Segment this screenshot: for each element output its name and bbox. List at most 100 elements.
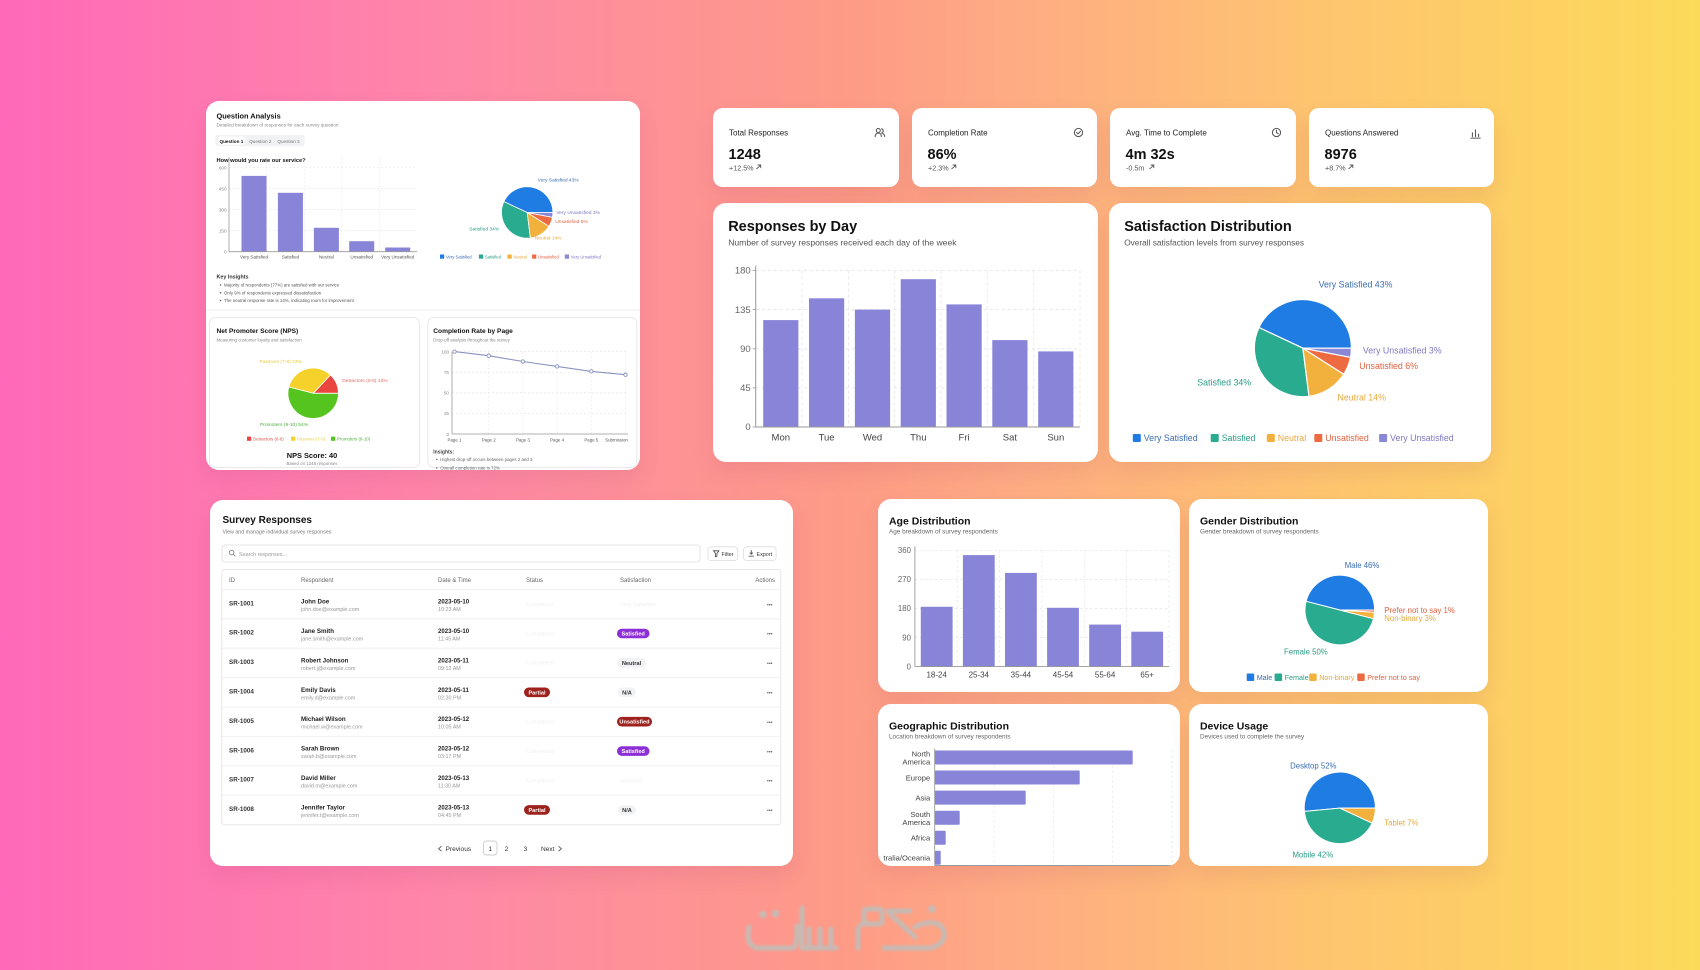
svg-text:Majority of respondents (77%): Majority of respondents (77%) are satisf… xyxy=(224,283,340,288)
svg-text:Based on 1248 responses: Based on 1248 responses xyxy=(286,461,338,466)
svg-text:18-24: 18-24 xyxy=(926,671,947,680)
svg-text:Total Responses: Total Responses xyxy=(729,128,788,137)
svg-text:jennifer.t@example.com: jennifer.t@example.com xyxy=(300,813,359,819)
svg-text:Female: Female xyxy=(1284,673,1308,682)
svg-text:Very Unsatisfied 3%: Very Unsatisfied 3% xyxy=(1362,346,1441,356)
svg-text:David Miller: David Miller xyxy=(301,775,336,782)
svg-text:SR-1004: SR-1004 xyxy=(229,689,254,696)
svg-text:•••: ••• xyxy=(767,749,773,755)
svg-text:Gender Distribution: Gender Distribution xyxy=(1200,516,1298,527)
svg-text:Unsatisfied: Unsatisfied xyxy=(350,255,373,260)
svg-text:Previous: Previous xyxy=(446,846,472,853)
svg-text:Partial: Partial xyxy=(528,808,546,814)
svg-text:Avg. Time to Complete: Avg. Time to Complete xyxy=(1126,128,1207,137)
svg-text:Male 46%: Male 46% xyxy=(1344,561,1379,570)
svg-text:North: North xyxy=(912,749,931,758)
svg-text:0: 0 xyxy=(224,250,227,255)
svg-text:Number of survey responses rec: Number of survey responses received each… xyxy=(728,238,957,248)
svg-text:Question 2: Question 2 xyxy=(249,139,272,144)
svg-text:Neutral: Neutral xyxy=(1277,433,1305,443)
svg-text:ID: ID xyxy=(229,578,236,584)
svg-text:Satisfied: Satisfied xyxy=(622,632,646,638)
svg-text:Partial: Partial xyxy=(528,690,546,696)
svg-text:2023-05-10: 2023-05-10 xyxy=(438,599,470,606)
svg-text:450: 450 xyxy=(219,186,227,191)
svg-text:10:05 AM: 10:05 AM xyxy=(438,725,461,731)
svg-text:Asia: Asia xyxy=(915,793,931,802)
svg-text:Survey Responses: Survey Responses xyxy=(223,515,313,526)
svg-text:Sat: Sat xyxy=(1003,433,1018,444)
svg-text:Search responses...: Search responses... xyxy=(239,552,287,558)
svg-text:Desktop 52%: Desktop 52% xyxy=(1290,761,1336,770)
svg-text:1: 1 xyxy=(488,846,492,853)
svg-text:Africa: Africa xyxy=(911,833,931,842)
svg-text:John Doe: John Doe xyxy=(301,599,330,606)
svg-text:Fri: Fri xyxy=(959,433,970,444)
svg-text:The neutral response rate is 1: The neutral response rate is 14%, indica… xyxy=(224,298,355,303)
svg-text:david.m@example.com: david.m@example.com xyxy=(301,784,358,790)
svg-text:Jennifer Taylor: Jennifer Taylor xyxy=(301,804,345,811)
svg-text:Completion Rate: Completion Rate xyxy=(928,128,988,137)
svg-text:Tue: Tue xyxy=(819,433,835,444)
svg-text:michael.w@example.com: michael.w@example.com xyxy=(301,725,363,731)
svg-text:45: 45 xyxy=(740,383,751,394)
svg-text:Europe: Europe xyxy=(906,773,930,782)
svg-text:Very Unsatisfied 3%: Very Unsatisfied 3% xyxy=(556,210,600,216)
svg-text:•••: ••• xyxy=(767,632,773,638)
svg-text:•••: ••• xyxy=(767,661,773,667)
svg-text:300: 300 xyxy=(219,207,227,212)
svg-text:Overall satisfaction levels fr: Overall satisfaction levels from survey … xyxy=(1124,238,1304,248)
svg-text:Satisfied 34%: Satisfied 34% xyxy=(1197,377,1251,387)
svg-text:11:45 AM: 11:45 AM xyxy=(438,637,461,643)
svg-text:Questions Answered: Questions Answered xyxy=(1325,128,1398,137)
svg-text:Only 9% of respondents express: Only 9% of respondents expressed dissati… xyxy=(224,290,322,295)
svg-text:25: 25 xyxy=(444,411,450,416)
svg-text:Promoters (9-10) 54%: Promoters (9-10) 54% xyxy=(260,422,309,428)
svg-text:Completed: Completed xyxy=(526,602,554,608)
svg-text:Measuring customer loyalty and: Measuring customer loyalty and satisfact… xyxy=(217,338,303,343)
svg-text:Completed: Completed xyxy=(526,778,554,784)
svg-text:Neutral: Neutral xyxy=(319,255,334,260)
svg-text:Question Analysis: Question Analysis xyxy=(217,112,281,121)
svg-text:Mobile 42%: Mobile 42% xyxy=(1292,850,1333,859)
svg-text:2023-05-11: 2023-05-11 xyxy=(438,657,469,664)
svg-text:Emily Davis: Emily Davis xyxy=(301,687,336,694)
svg-text:2023-05-13: 2023-05-13 xyxy=(438,775,470,782)
svg-text:11:30 AM: 11:30 AM xyxy=(438,784,461,790)
svg-text:Date & Time: Date & Time xyxy=(438,578,472,584)
svg-text:Mon: Mon xyxy=(772,433,790,444)
svg-text:America: America xyxy=(902,757,931,766)
svg-text:SR-1008: SR-1008 xyxy=(229,806,254,813)
svg-text:SR-1006: SR-1006 xyxy=(229,747,254,754)
svg-text:45-54: 45-54 xyxy=(1053,671,1074,680)
svg-text:Satisfied: Satisfied xyxy=(622,749,646,755)
svg-text:90: 90 xyxy=(740,344,751,355)
svg-text:Unsatisfied 6%: Unsatisfied 6% xyxy=(1359,361,1418,371)
svg-text:2023-05-13: 2023-05-13 xyxy=(438,804,470,811)
svg-text:Sarah Brown: Sarah Brown xyxy=(301,746,339,753)
svg-text:Non-binary: Non-binary xyxy=(1319,673,1355,682)
svg-text:SR-1007: SR-1007 xyxy=(229,777,254,784)
svg-text:Detailed breakdown of response: Detailed breakdown of responses for each… xyxy=(217,123,339,128)
svg-text:robert.j@example.com: robert.j@example.com xyxy=(301,666,356,672)
svg-text:4m 32s: 4m 32s xyxy=(1126,147,1175,163)
svg-text:Question 3: Question 3 xyxy=(277,139,300,144)
svg-text:Completion Rate by Page: Completion Rate by Page xyxy=(433,328,513,335)
svg-text:Geographic Distribution: Geographic Distribution xyxy=(889,721,1009,732)
svg-text:View and manage individual sur: View and manage individual survey respon… xyxy=(223,530,332,536)
svg-text:Respondent: Respondent xyxy=(301,578,334,584)
svg-text:Wed: Wed xyxy=(863,433,882,444)
svg-text:Satisfied 34%: Satisfied 34% xyxy=(469,227,500,233)
svg-text:SR-1005: SR-1005 xyxy=(229,718,254,725)
svg-text:SR-1001: SR-1001 xyxy=(229,600,254,607)
svg-text:Very Unsatisfied: Very Unsatisfied xyxy=(1390,433,1454,443)
svg-text:+8.7%: +8.7% xyxy=(1325,163,1346,172)
svg-text:Age Distribution: Age Distribution xyxy=(889,516,971,527)
svg-text:Very Satisfied 43%: Very Satisfied 43% xyxy=(1318,280,1392,290)
svg-text:75: 75 xyxy=(444,370,450,375)
svg-text:Device Usage: Device Usage xyxy=(1200,721,1268,732)
svg-text:Satisfaction Distribution: Satisfaction Distribution xyxy=(1124,219,1292,235)
svg-text:Satisfied: Satisfied xyxy=(282,255,300,260)
svg-text:Passives (7-8): Passives (7-8) xyxy=(297,437,326,442)
svg-text:0: 0 xyxy=(907,662,912,671)
